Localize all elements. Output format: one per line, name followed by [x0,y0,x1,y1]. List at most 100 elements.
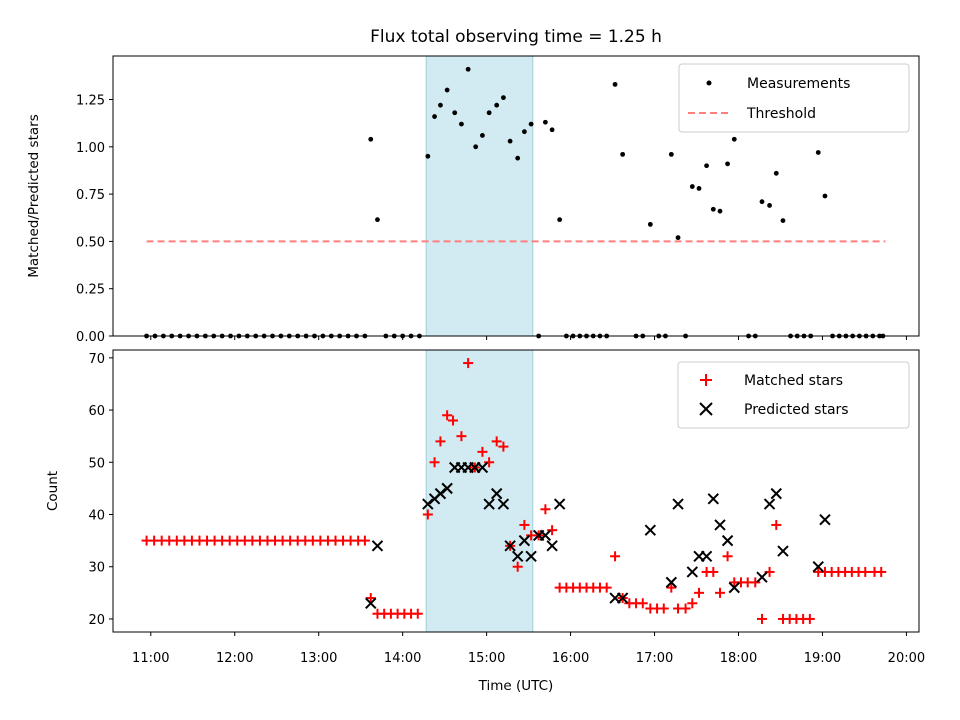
matched-star-point [658,603,669,614]
predicted-star-point [365,597,377,609]
legend-matched-marker [700,374,712,386]
predicted-star-point [644,524,657,536]
predicted-star-point [518,534,531,547]
bottom-legend: Matched stars Predicted stars [677,361,910,429]
predicted-star-point [812,561,824,573]
matched-star-point [601,582,612,593]
measurement-point [725,161,730,167]
chart-title: Flux total observing time = 1.25 h [370,27,662,47]
highlight-span [425,55,534,337]
x-tick-label: 19:00 [804,651,841,666]
predicted-star-point [476,461,489,474]
predicted-star-point [819,514,831,526]
legend-measurements-marker [706,80,712,86]
x-tick-label: 15:00 [468,651,505,666]
measurement-point [452,110,458,116]
predicted-star-point [616,592,629,604]
matched-star-point [715,587,726,598]
top-y-ticks: 0.00 0.25 0.50 0.75 1.00 1.25 [76,94,113,345]
predicted-star-point [441,482,453,495]
matched-star-point [771,519,782,530]
measurement-point [507,138,513,144]
measurement-point [368,136,374,142]
measurement-point [480,133,485,138]
measurement-point [767,203,772,208]
predicted-star-point [700,550,713,562]
matched-star-point [708,566,719,577]
top-axes-frame [112,55,920,337]
measurement-point [438,102,443,108]
x-tick-label: 18:00 [720,651,757,666]
measurement-point [444,87,450,93]
x-tick-label: 11:00 [132,651,169,666]
legend-predicted-label: Predicted stars [744,402,849,418]
predicted-star-point [770,487,782,500]
matched-star-point [477,446,488,457]
top-legend: Measurements Threshold [678,63,910,133]
predicted-star-point [546,540,558,552]
measurement-point [717,208,723,214]
bottom-y-tick-label: 30 [88,561,105,576]
measurement-point [375,217,380,223]
top-measurements [144,66,886,339]
bottom-y-tick-label: 70 [88,352,105,367]
measurement-point [731,136,737,142]
matched-star-point [498,441,509,452]
predicted-star-point [490,487,503,500]
matched-star-point [687,598,698,609]
measurement-point [432,114,437,119]
bottom-y-ticks: 20 30 40 50 60 70 [88,352,113,628]
measurement-point [557,217,563,223]
measurement-point [696,186,702,191]
legend-measurements-label: Measurements [747,76,850,92]
top-y-axis-label: Matched/Predicted stars [26,114,42,277]
predicted-star-point [497,498,510,510]
bottom-y-tick-label: 60 [88,404,105,419]
predicted-star-point [525,550,537,562]
measurement-point [425,153,431,159]
measurement-point [521,129,527,135]
measurement-point [773,170,779,176]
bottom-y-tick-label: 20 [88,613,105,628]
predicted-star-point [763,498,776,510]
predicted-star-point [756,571,768,583]
predicted-star-point [672,498,684,510]
matched-star-point [359,535,370,546]
x-axis-label: Time (UTC) [478,678,554,694]
measurement-point [459,121,464,127]
measurement-point [815,150,821,155]
top-y-tick-label: 0.75 [76,188,105,203]
measurement-point [710,206,716,212]
legend-matched-label: Matched stars [744,373,843,389]
measurement-point [668,151,674,157]
top-x-ticks [150,336,907,340]
matched-star-point [694,587,705,598]
matched-star-point [456,431,467,442]
matched-star-point [666,582,677,593]
x-tick-label: 20:00 [888,651,925,666]
measurement-point [759,199,765,205]
measurement-point [542,119,548,125]
x-tick-label: 14:00 [384,651,421,666]
matched-star-point [876,566,887,577]
predicted-star-point [371,540,384,552]
bottom-y-axis-label: Count [45,471,61,511]
measurement-point [612,81,618,87]
matched-star-point [680,603,691,614]
measurement-point [473,144,479,150]
predicted-star-point [483,498,495,510]
matched-star-point [804,613,815,624]
predicted-star-point [686,566,699,578]
matched-star-point [860,566,871,577]
bottom-matched-stars [141,358,887,624]
x-tick-label: 13:00 [300,651,337,666]
measurement-point [528,121,534,127]
measurement-point [675,235,681,241]
top-y-tick-label: 1.00 [76,141,105,156]
x-tick-label: 16:00 [552,651,589,666]
measurement-point [486,110,492,116]
matched-star-point [435,436,446,447]
top-y-tick-label: 0.50 [76,235,105,250]
matched-star-point [519,519,530,530]
